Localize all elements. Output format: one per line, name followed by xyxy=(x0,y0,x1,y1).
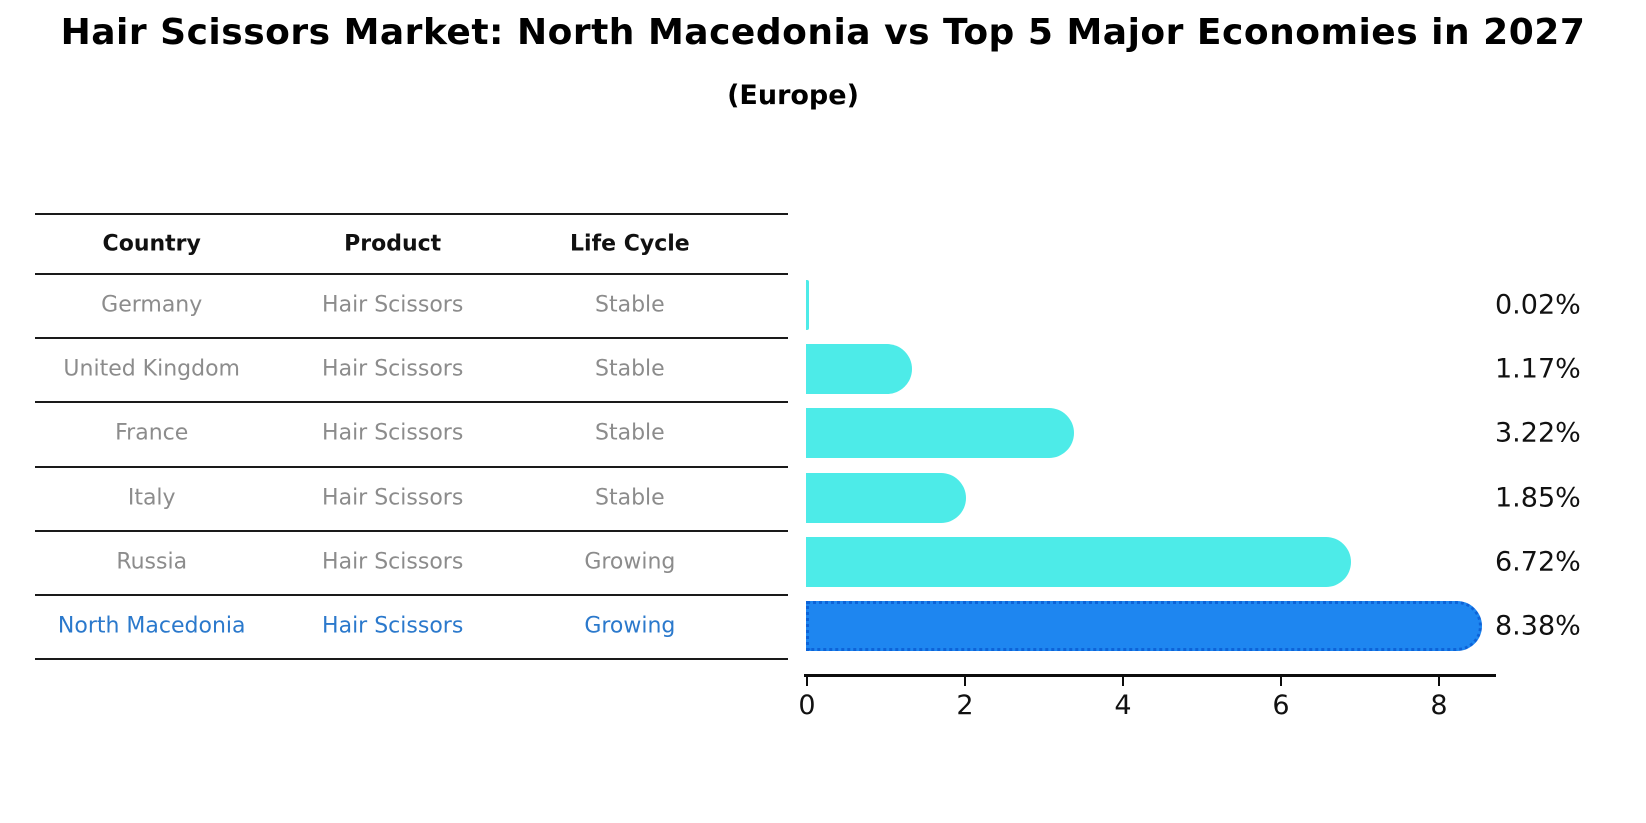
table-cell-product: Hair Scissors xyxy=(322,420,464,446)
bar-value-label: 0.02% xyxy=(1495,289,1581,321)
table-cell-product: Hair Scissors xyxy=(322,613,464,639)
table-cell-country: Germany xyxy=(101,292,203,318)
table-cell-life_cycle: Stable xyxy=(595,420,665,446)
table-cell-product: Hair Scissors xyxy=(322,292,464,318)
bar-value-label: 1.85% xyxy=(1495,482,1581,514)
table-top-rule xyxy=(35,213,788,215)
table-cell-country: North Macedonia xyxy=(57,613,246,639)
table-row-rule xyxy=(35,337,788,339)
highlight-bar xyxy=(806,600,1483,651)
table-header-rule xyxy=(35,273,788,275)
x-axis-line xyxy=(804,674,1496,677)
bar xyxy=(806,472,967,523)
table-cell-life_cycle: Stable xyxy=(595,356,665,382)
bar-value-label: 3.22% xyxy=(1495,417,1581,449)
table-header-cell: Life Cycle xyxy=(570,231,690,257)
x-axis-tick-label: 6 xyxy=(1272,690,1290,721)
table-header-cell: Product xyxy=(344,231,442,257)
table-row-rule xyxy=(35,658,788,660)
table-cell-product: Hair Scissors xyxy=(322,485,464,511)
table-cell-country: Russia xyxy=(116,549,188,575)
table-header-cell: Country xyxy=(102,231,201,257)
chart-subtitle: (Europe) xyxy=(727,80,859,111)
x-axis-tick xyxy=(1122,676,1124,686)
x-axis-tick-label: 0 xyxy=(798,690,816,721)
bar xyxy=(806,408,1075,459)
x-axis-tick xyxy=(964,676,966,686)
x-axis-tick xyxy=(1438,676,1440,686)
table-cell-product: Hair Scissors xyxy=(322,549,464,575)
bar xyxy=(806,280,809,331)
table-cell-life_cycle: Growing xyxy=(584,613,676,639)
bar xyxy=(806,344,913,395)
table-row-rule xyxy=(35,530,788,532)
x-axis-tick-label: 4 xyxy=(1114,690,1132,721)
table-row-rule xyxy=(35,401,788,403)
table-cell-product: Hair Scissors xyxy=(322,356,464,382)
chart-title: Hair Scissors Market: North Macedonia vs… xyxy=(60,12,1586,53)
x-axis-tick xyxy=(1280,676,1282,686)
table-cell-country: Italy xyxy=(127,485,176,511)
bar-value-label: 1.17% xyxy=(1495,353,1581,385)
bar xyxy=(806,536,1351,587)
bar-value-label: 8.38% xyxy=(1495,610,1581,642)
x-axis-tick-label: 2 xyxy=(956,690,974,721)
table-row-rule xyxy=(35,466,788,468)
x-axis-tick xyxy=(806,676,808,686)
x-axis-tick-label: 8 xyxy=(1430,690,1448,721)
table-cell-country: United Kingdom xyxy=(63,356,240,382)
table-cell-life_cycle: Stable xyxy=(595,292,665,318)
table-row-rule xyxy=(35,594,788,596)
bar-value-label: 6.72% xyxy=(1495,546,1581,578)
table-cell-life_cycle: Stable xyxy=(595,485,665,511)
table-cell-life_cycle: Growing xyxy=(584,549,676,575)
table-cell-country: France xyxy=(115,420,189,446)
